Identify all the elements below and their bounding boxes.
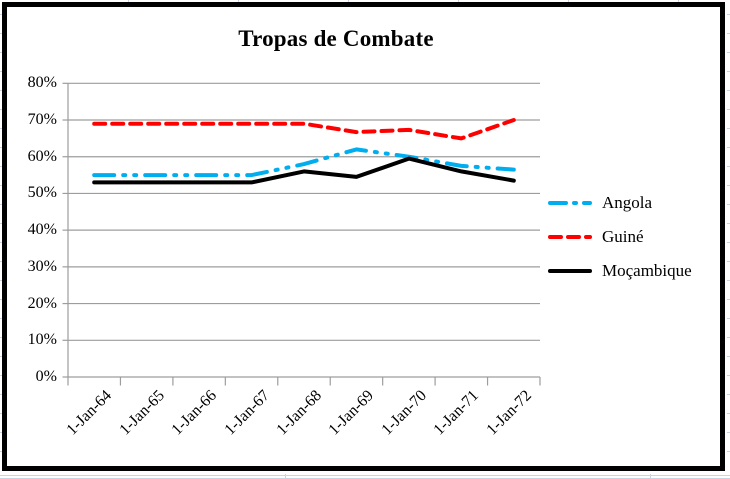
excel-gridline bbox=[0, 147, 2, 148]
excel-gridline bbox=[285, 474, 286, 479]
excel-gridline bbox=[727, 394, 730, 395]
excel-gridline bbox=[727, 413, 730, 414]
excel-gridline bbox=[0, 432, 2, 433]
excel-gridline bbox=[0, 242, 2, 243]
excel-gridline bbox=[0, 356, 2, 357]
excel-gridline bbox=[0, 375, 2, 376]
y-axis-label: 60% bbox=[27, 147, 57, 165]
y-axis-label: 50% bbox=[27, 184, 57, 202]
excel-gridline bbox=[0, 52, 2, 53]
excel-gridline bbox=[0, 204, 2, 205]
excel-gridline bbox=[727, 375, 730, 376]
excel-gridline bbox=[727, 128, 730, 129]
y-axis-label: 10% bbox=[27, 331, 57, 349]
excel-gridline bbox=[0, 90, 2, 91]
excel-gridline bbox=[727, 204, 730, 205]
excel-gridline bbox=[0, 337, 2, 338]
excel-gridline bbox=[0, 109, 2, 110]
excel-gridline bbox=[727, 185, 730, 186]
chart-title[interactable]: Tropas de Combate bbox=[238, 26, 434, 51]
y-axis-label: 20% bbox=[27, 294, 57, 312]
excel-gridline bbox=[0, 185, 2, 186]
excel-gridline bbox=[727, 261, 730, 262]
excel-gridline bbox=[0, 475, 730, 476]
legend-line-sample bbox=[548, 201, 592, 205]
excel-gridline bbox=[348, 0, 349, 2]
excel-gridline bbox=[727, 280, 730, 281]
y-axis-label: 30% bbox=[27, 257, 57, 275]
legend-item-angola[interactable]: Angola bbox=[548, 186, 692, 220]
excel-gridline bbox=[650, 474, 651, 479]
excel-gridline bbox=[458, 0, 459, 2]
excel-gridline bbox=[727, 223, 730, 224]
excel-gridline bbox=[727, 71, 730, 72]
excel-gridline bbox=[727, 356, 730, 357]
excel-gridline bbox=[0, 223, 2, 224]
excel-gridline bbox=[0, 14, 2, 15]
excel-gridline bbox=[727, 147, 730, 148]
legend-line-sample bbox=[548, 235, 592, 239]
series-line-angola[interactable] bbox=[92, 147, 516, 178]
series-line-guiné[interactable] bbox=[92, 118, 516, 141]
excel-gridline bbox=[727, 14, 730, 15]
excel-gridline bbox=[727, 33, 730, 34]
excel-gridline bbox=[727, 451, 730, 452]
excel-gridline bbox=[727, 299, 730, 300]
chart-frame[interactable] bbox=[2, 2, 725, 471]
excel-gridline bbox=[0, 451, 2, 452]
excel-gridline bbox=[727, 242, 730, 243]
legend-item-moçambique[interactable]: Moçambique bbox=[548, 254, 692, 288]
excel-gridline bbox=[727, 318, 730, 319]
excel-gridline bbox=[0, 280, 2, 281]
legend-label: Moçambique bbox=[602, 261, 692, 280]
excel-gridline bbox=[727, 90, 730, 91]
legend-label: Angola bbox=[602, 193, 653, 212]
excel-gridline bbox=[0, 299, 2, 300]
excel-gridline bbox=[0, 128, 2, 129]
legend[interactable]: Angola Guiné Moçambique bbox=[548, 186, 692, 288]
excel-gridline bbox=[678, 0, 679, 2]
legend-label: Guiné bbox=[602, 227, 644, 246]
excel-gridline bbox=[727, 109, 730, 110]
excel-gridline bbox=[0, 394, 2, 395]
y-axis-label: 40% bbox=[27, 221, 57, 239]
excel-gridline bbox=[727, 166, 730, 167]
y-axis-label: 80% bbox=[27, 74, 57, 92]
excel-gridline bbox=[238, 0, 239, 2]
excel-gridline bbox=[0, 71, 2, 72]
legend-line-sample bbox=[548, 269, 592, 273]
y-axis-label: 70% bbox=[27, 111, 57, 128]
legend-item-guiné[interactable]: Guiné bbox=[548, 220, 692, 254]
y-axis-label: 0% bbox=[35, 368, 57, 385]
excel-gridline bbox=[0, 261, 2, 262]
excel-gridline bbox=[128, 0, 129, 2]
excel-gridline bbox=[727, 337, 730, 338]
excel-gridline bbox=[727, 52, 730, 53]
excel-gridline bbox=[0, 166, 2, 167]
excel-gridline bbox=[568, 0, 569, 2]
excel-gridline bbox=[0, 318, 2, 319]
series-line-moçambique[interactable] bbox=[92, 156, 516, 185]
excel-gridline bbox=[727, 432, 730, 433]
excel-gridline bbox=[0, 413, 2, 414]
excel-gridline bbox=[0, 33, 2, 34]
